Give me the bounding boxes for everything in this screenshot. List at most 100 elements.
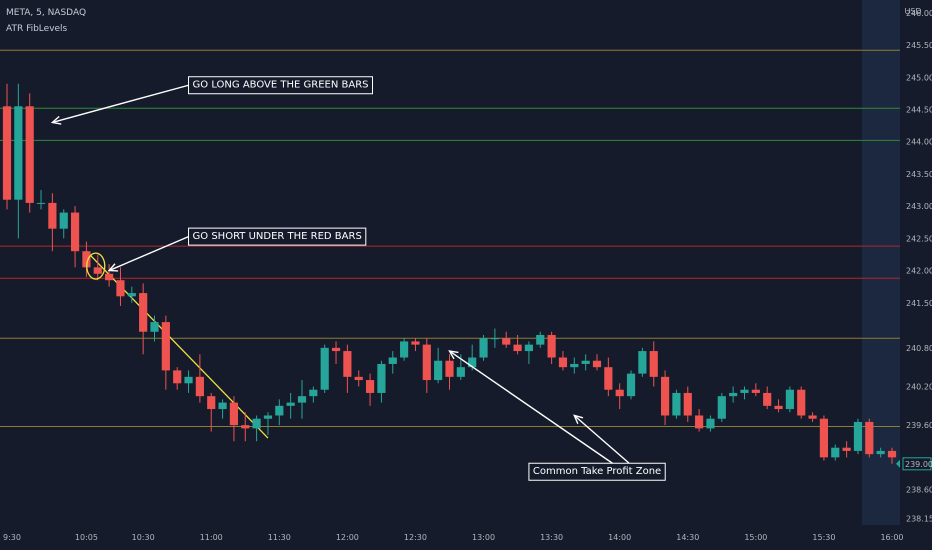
candle-body: [105, 273, 114, 281]
x-tick-label: 13:00: [472, 533, 495, 542]
candle-body: [570, 363, 579, 368]
candle-body: [717, 396, 726, 419]
candle: [275, 399, 284, 426]
candle: [320, 344, 329, 393]
candle-body: [275, 405, 284, 416]
candle-body: [127, 293, 136, 297]
last-price-tag: [902, 457, 932, 471]
candle: [660, 370, 670, 426]
time-axis-bg: [0, 525, 932, 550]
candle-body: [241, 425, 250, 429]
candle-body: [842, 447, 851, 451]
candle-body: [524, 344, 534, 352]
x-tick-label: 16:00: [880, 533, 903, 542]
candle-body: [706, 418, 715, 429]
candle: [173, 367, 182, 390]
candle: [82, 241, 91, 277]
candle: [150, 315, 159, 342]
candle-body: [853, 421, 863, 451]
candle: [207, 392, 216, 432]
candle-body: [683, 392, 692, 416]
y-tick-label: 238.15: [906, 515, 932, 524]
candles-group: [2, 83, 897, 464]
candle-body: [388, 357, 397, 364]
candle-body: [785, 389, 794, 410]
candle: [547, 331, 556, 364]
x-tick-label: 12:00: [336, 533, 359, 542]
candle-body: [547, 334, 556, 358]
candle: [808, 412, 817, 422]
candle-body: [649, 351, 658, 377]
candle-body: [479, 338, 488, 358]
candle-body: [207, 396, 216, 410]
candle-body: [48, 202, 57, 229]
candle: [649, 341, 658, 387]
last-price-label: 239.00: [905, 460, 932, 469]
candle: [139, 283, 148, 355]
candle-body: [377, 363, 386, 393]
candle: [286, 392, 295, 419]
candle: [729, 386, 738, 403]
candle: [400, 338, 409, 361]
y-tick-label: 239.60: [906, 421, 932, 430]
candle-body: [229, 402, 239, 426]
candle: [252, 415, 261, 442]
candle-body: [195, 376, 204, 397]
candle: [263, 412, 273, 435]
candle-body: [263, 415, 273, 419]
candle: [48, 193, 57, 252]
annotations-group: GO LONG ABOVE THE GREEN BARS GO SHORT UND…: [50, 76, 666, 481]
candle: [683, 386, 692, 422]
candle-body: [82, 251, 91, 268]
annotation-long-arrow-head: [50, 115, 62, 125]
candle: [615, 383, 624, 410]
candle: [536, 331, 545, 348]
y-tick-label: 240.80: [906, 344, 932, 353]
candle-body: [297, 396, 307, 403]
candle: [377, 360, 386, 403]
y-tick-label: 244.50: [906, 106, 932, 115]
candle-body: [468, 357, 477, 368]
x-tick-label: 12:30: [404, 533, 427, 542]
annotation-tp-arrow-head: [448, 350, 459, 360]
candle: [195, 354, 204, 403]
candle-body: [638, 351, 647, 374]
candle: [592, 354, 602, 371]
candle-body: [808, 415, 817, 419]
x-tick-label: 13:30: [540, 533, 563, 542]
candle-body: [150, 322, 159, 332]
candle: [831, 444, 840, 461]
candle-body: [797, 389, 806, 416]
candle-body: [14, 106, 23, 200]
candle-body: [2, 106, 12, 200]
candle: [819, 415, 829, 461]
candle: [25, 93, 34, 213]
candle-body: [343, 351, 352, 377]
x-tick-label: 10:30: [132, 533, 155, 542]
candle-body: [422, 344, 431, 381]
annotation-long-text: GO LONG ABOVE THE GREEN BARS: [193, 80, 369, 91]
x-tick-label: 14:00: [608, 533, 631, 542]
candle-body: [93, 267, 102, 274]
candle: [297, 380, 307, 419]
candle-body: [581, 360, 590, 364]
annotation-tp-arrow2-head: [573, 414, 584, 425]
highlight-circle: [86, 252, 106, 280]
x-tick-label: 15:00: [744, 533, 767, 542]
x-tick-label: 14:30: [676, 533, 699, 542]
candle-body: [331, 347, 341, 352]
candle: [672, 389, 681, 419]
candle: [626, 370, 636, 400]
candle: [695, 409, 704, 432]
currency-label: USD: [904, 7, 921, 16]
candle-body: [592, 360, 602, 368]
candle-body: [456, 367, 465, 377]
candle-body: [763, 392, 772, 406]
candle: [105, 264, 114, 287]
candle: [706, 415, 715, 432]
candle-body: [672, 392, 681, 416]
candle-body: [604, 367, 613, 390]
